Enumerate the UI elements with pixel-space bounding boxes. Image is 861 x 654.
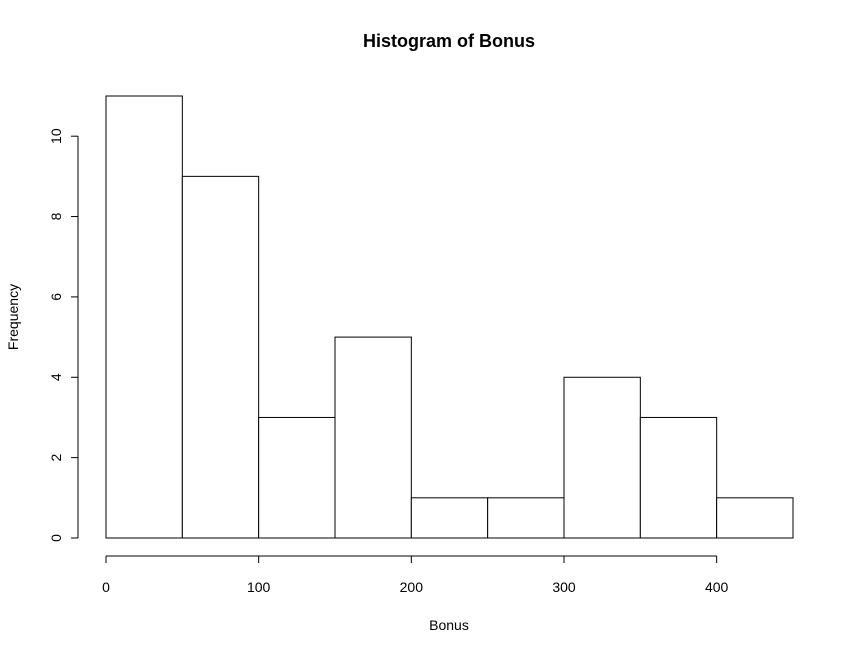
x-axis-label: Bonus <box>429 617 469 633</box>
histogram-bar <box>105 95 183 539</box>
x-tick-label: 400 <box>705 579 729 595</box>
histogram-bar <box>487 497 565 539</box>
histogram-bar <box>716 497 794 539</box>
histogram-bar <box>258 416 336 539</box>
y-tick-label: 2 <box>48 454 64 462</box>
x-axis: 0 100 200 300 400 <box>102 555 729 595</box>
histogram-bar <box>334 336 412 539</box>
y-tick-label: 4 <box>48 373 64 381</box>
x-tick-label: 200 <box>400 579 424 595</box>
histogram-bar <box>639 416 718 539</box>
chart-title: Histogram of Bonus <box>363 31 535 51</box>
x-tick-label: 300 <box>552 579 576 595</box>
x-tick-label: 0 <box>102 579 110 595</box>
histogram-bar <box>410 497 489 539</box>
y-axis: 0 2 4 6 8 10 <box>48 128 79 542</box>
y-tick-label: 8 <box>48 212 64 220</box>
histogram-bar <box>563 376 641 539</box>
y-tick-label: 6 <box>48 293 64 301</box>
y-tick-label: 0 <box>48 534 64 542</box>
y-tick-label: 10 <box>48 128 64 144</box>
bars-group <box>105 95 794 539</box>
x-tick-label: 100 <box>247 579 271 595</box>
y-axis-label: Frequency <box>5 284 21 350</box>
histogram-bar <box>181 175 260 539</box>
